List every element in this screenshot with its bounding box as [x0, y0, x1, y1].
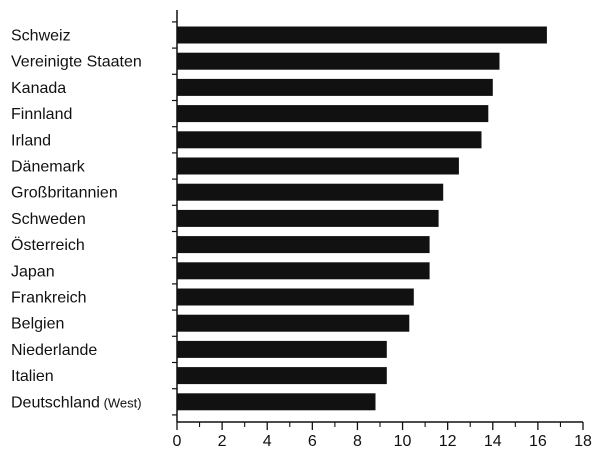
category-label: Kanada: [11, 80, 66, 97]
x-tick-label: 8: [353, 433, 362, 450]
bar: [177, 210, 439, 227]
category-label: Deutschland (West): [11, 394, 142, 411]
category-label: Italien: [11, 368, 54, 385]
bar: [177, 105, 488, 122]
bar: [177, 289, 414, 306]
chart-bars: [177, 27, 547, 411]
x-tick-label: 0: [173, 433, 182, 450]
bar: [177, 27, 547, 44]
category-label: Niederlande: [11, 342, 97, 359]
category-label: Schweiz: [11, 28, 71, 45]
x-tick-label: 6: [308, 433, 317, 450]
category-label: Irland: [11, 132, 51, 149]
bar: [177, 184, 443, 201]
x-tick-label: 4: [263, 433, 272, 450]
bar: [177, 53, 500, 70]
bar: [177, 341, 387, 358]
x-tick-label: 2: [218, 433, 227, 450]
bar: [177, 367, 387, 384]
category-label: Vereinigte Staaten: [11, 54, 142, 71]
x-tick-label: 10: [394, 433, 412, 450]
x-tick-label: 12: [439, 433, 457, 450]
category-label: Schweden: [11, 211, 86, 228]
x-tick-label: 16: [529, 433, 547, 450]
x-axis-ticks: 0 2 4 6 8 10 12 14 16 18: [173, 422, 592, 450]
bar: [177, 262, 430, 279]
bar: [177, 131, 482, 148]
category-label: Dänemark: [11, 159, 86, 176]
bar: [177, 79, 493, 96]
category-label: Großbritannien: [11, 185, 118, 202]
bar: [177, 236, 430, 253]
x-tick-label: 18: [574, 433, 592, 450]
bar: [177, 393, 376, 410]
bar: [177, 315, 409, 332]
x-tick-label: 14: [484, 433, 502, 450]
category-label: Belgien: [11, 316, 64, 333]
category-label: Frankreich: [11, 290, 87, 307]
category-label: Finnland: [11, 106, 72, 123]
category-labels: Schweiz Vereinigte Staaten Kanada Finnland I…: [11, 28, 142, 412]
category-label: Japan: [11, 263, 55, 280]
category-label: Österreich: [11, 236, 85, 254]
bar: [177, 158, 459, 175]
